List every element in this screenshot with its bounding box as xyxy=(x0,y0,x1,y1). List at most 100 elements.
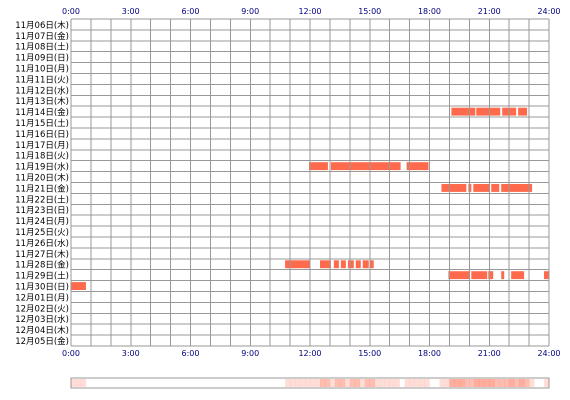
summary-strip-cell xyxy=(344,379,351,387)
x-tick-label-bottom: 21:00 xyxy=(478,349,501,358)
summary-strip-cell xyxy=(494,379,500,387)
day-label: 11月08日(土) xyxy=(15,42,69,53)
summary-strip-cell xyxy=(324,379,331,387)
day-label: 11月07日(金) xyxy=(15,31,69,42)
summary-strip-cell xyxy=(459,379,465,387)
x-tick-label-top: 24:00 xyxy=(537,7,560,16)
day-label: 12月04日(木) xyxy=(15,325,69,336)
day-label: 11月06日(木) xyxy=(15,20,69,31)
day-label: 11月27日(木) xyxy=(15,249,69,260)
summary-strip-cell xyxy=(305,379,311,387)
activity-bar xyxy=(476,107,501,116)
summary-strip-cell xyxy=(444,379,450,387)
activity-bar xyxy=(369,260,374,269)
x-tick-label-bottom: 18:00 xyxy=(418,349,441,358)
activity-bar xyxy=(471,271,488,280)
summary-strip-cell xyxy=(80,379,87,387)
activity-bar xyxy=(501,271,505,280)
summary-strip-cell xyxy=(489,379,495,387)
day-label: 12月05日(金) xyxy=(15,336,69,347)
summary-strip-cell xyxy=(544,379,550,387)
summary-strip-cell xyxy=(439,379,445,387)
summary-strip-cell xyxy=(449,379,455,387)
x-tick-label-top: 21:00 xyxy=(478,7,501,16)
activity-bar xyxy=(406,162,429,171)
summary-strip-cell xyxy=(499,379,505,387)
summary-strip-cell xyxy=(295,379,301,387)
x-tick-label-top: 15:00 xyxy=(358,7,381,16)
day-label: 11月12日(水) xyxy=(15,85,69,96)
x-tick-label-bottom: 0:00 xyxy=(62,349,80,358)
activity-bar xyxy=(309,162,328,171)
activity-bar xyxy=(355,260,361,269)
day-label: 11月21日(金) xyxy=(15,183,69,194)
summary-strip-cell xyxy=(349,379,356,387)
day-label: 11月26日(水) xyxy=(15,238,69,249)
summary-strip-cell xyxy=(404,379,410,387)
activity-bar xyxy=(518,107,528,116)
day-label: 11月23日(日) xyxy=(15,206,69,216)
summary-strip-cell xyxy=(329,379,336,387)
summary-strip-cell xyxy=(474,379,480,387)
activity-bar xyxy=(544,271,549,280)
summary-strip-cell xyxy=(339,379,346,387)
activity-bar xyxy=(441,184,467,192)
day-label: 11月09日(日) xyxy=(15,54,69,64)
summary-strip-cell xyxy=(354,379,361,387)
x-tick-label-bottom: 3:00 xyxy=(122,349,140,358)
day-label: 11月14日(金) xyxy=(15,107,69,118)
summary-strip-cell xyxy=(71,379,77,387)
activity-bar xyxy=(488,271,494,280)
summary-strip-cell xyxy=(364,379,371,387)
day-label: 11月13日(木) xyxy=(15,96,69,107)
summary-strip-cell xyxy=(369,379,376,387)
activity-bar xyxy=(333,260,339,269)
day-label: 11月28日(金) xyxy=(15,260,69,271)
summary-strip-cell xyxy=(409,379,415,387)
day-label: 12月01日(月) xyxy=(15,293,69,303)
summary-strip-cell xyxy=(529,379,535,387)
summary-strip-cell xyxy=(285,379,291,387)
x-tick-label-bottom: 9:00 xyxy=(241,349,259,358)
activity-bar xyxy=(362,260,369,269)
day-label: 11月19日(水) xyxy=(15,162,69,173)
summary-strip-cell xyxy=(479,379,485,387)
summary-strip-cell xyxy=(519,379,525,387)
summary-strip-cell xyxy=(414,379,420,387)
summary-strip-cell xyxy=(419,379,425,387)
day-label: 11月30日(日) xyxy=(15,283,69,293)
summary-strip-cell xyxy=(524,379,530,387)
day-label: 11月29日(土) xyxy=(15,271,69,282)
summary-strip xyxy=(70,377,550,389)
summary-strip-cell xyxy=(359,379,366,387)
day-label: 12月03日(水) xyxy=(15,314,69,325)
activity-bar xyxy=(451,107,476,116)
summary-strip-cell xyxy=(504,379,510,387)
summary-strip-cell xyxy=(389,379,395,387)
day-label: 11月20日(木) xyxy=(15,173,69,184)
x-tick-label-bottom: 12:00 xyxy=(298,349,321,358)
activity-bar xyxy=(448,271,470,280)
activity-bar xyxy=(330,162,401,171)
summary-strip-cell xyxy=(384,379,390,387)
day-label: 12月02日(火) xyxy=(15,304,69,314)
x-tick-label-top: 9:00 xyxy=(241,7,259,16)
activity-bar xyxy=(501,184,533,192)
x-tick-label-bottom: 15:00 xyxy=(358,349,381,358)
day-label: 11月15日(土) xyxy=(15,118,69,129)
summary-strip-cell xyxy=(314,379,321,387)
summary-strip-cell xyxy=(484,379,490,387)
x-tick-label-top: 0:00 xyxy=(62,7,80,16)
summary-strip-cell xyxy=(454,379,460,387)
day-label: 11月22日(土) xyxy=(15,194,69,205)
day-label: 11月11日(火) xyxy=(15,75,69,85)
day-label: 11月24日(月) xyxy=(15,217,69,227)
activity-bar xyxy=(511,271,525,280)
activity-bar xyxy=(319,260,331,269)
activity-bar xyxy=(473,184,490,192)
day-label: 11月17日(月) xyxy=(15,141,69,151)
summary-strip-cell xyxy=(514,379,520,387)
summary-strip-cell xyxy=(469,379,475,387)
summary-strip-cell xyxy=(509,379,515,387)
